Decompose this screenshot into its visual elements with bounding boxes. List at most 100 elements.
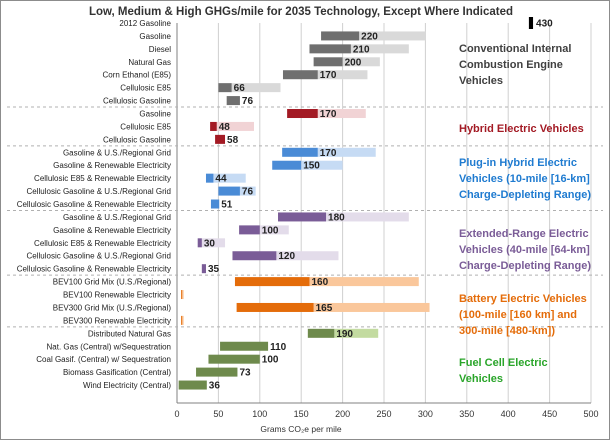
bar-high-range <box>317 147 376 157</box>
bar-single <box>528 17 534 29</box>
row-label: Gasoline & Renewable Electricity <box>53 226 171 235</box>
x-tick-label-100: 100 <box>252 409 267 419</box>
row-label: Gasoline & U.S./Regional Grid <box>63 213 171 222</box>
value-label: 36 <box>209 381 221 392</box>
bar-low-range <box>196 367 238 377</box>
value-label: 170 <box>320 109 337 120</box>
row-label: Gasoline <box>139 110 171 119</box>
bar-high-range <box>317 109 366 119</box>
row-label: Distributed Natural Gas <box>88 329 171 338</box>
bar-high-range <box>359 31 426 41</box>
value-label: 73 <box>239 368 251 379</box>
value-label: 44 <box>215 174 227 185</box>
bar-low-range <box>220 341 269 351</box>
value-label: 170 <box>320 70 337 81</box>
row-labels: 2012 Gasoline Gasoline Diesel Natural Gas Co… <box>17 19 172 390</box>
annotation-fcev: Vehicles <box>459 373 503 385</box>
row-label: BEV300 Grid Mix (U.S./Regional) <box>53 303 172 312</box>
bar-high-range <box>334 328 379 338</box>
bar-high-range <box>201 238 226 248</box>
row-label: Gasoline & Renewable Electricity <box>53 161 171 170</box>
row-label: Cellulosic E85 & Renewable Electricity <box>34 239 171 248</box>
row-label: Cellulosic Gasoline & Renewable Electric… <box>17 200 171 209</box>
value-label: 76 <box>242 96 254 107</box>
group-annotations: Conventional Internal Combustion Engine Ve… <box>459 43 591 385</box>
bar-low-range <box>178 380 207 390</box>
value-label: 200 <box>345 57 362 68</box>
bar-high-range <box>231 83 281 93</box>
value-label: 30 <box>204 238 216 249</box>
bar-low-range <box>201 264 206 274</box>
row-label: 2012 Gasoline <box>119 19 171 28</box>
value-label: 180 <box>328 212 345 223</box>
x-tick-label-400: 400 <box>501 409 516 419</box>
bar-high-range <box>326 212 409 222</box>
bar-high-range <box>301 160 343 170</box>
annotation-fcev: Fuel Cell Electric <box>459 357 548 369</box>
row-label: BEV100 Renewable Electricity <box>63 291 171 300</box>
bar-low-range <box>313 57 343 67</box>
bar-high-range <box>350 44 409 54</box>
annotation-erev: Extended-Range Electric <box>459 228 589 240</box>
bar-high-range <box>181 315 184 325</box>
value-label: 190 <box>336 329 353 340</box>
value-label: 110 <box>270 342 287 353</box>
bar-low-range <box>234 277 310 287</box>
bar-low-range <box>218 186 240 196</box>
annotation-phev: Charge-Depleting Range) <box>459 189 591 201</box>
bar-low-range <box>287 109 318 119</box>
bar-low-range <box>282 147 318 157</box>
x-tick-label-300: 300 <box>418 409 433 419</box>
x-axis-label: Grams CO₂e per mile <box>260 424 342 434</box>
bar-low-range <box>226 96 240 106</box>
x-axis: 0 50 100 150 200 250 300 350 400 450 500 <box>174 402 599 419</box>
value-label: 100 <box>262 355 279 366</box>
bar-low-range <box>197 238 202 248</box>
row-label: Coal Gasif. (Central) w/ Sequestration <box>36 355 171 364</box>
bar-low-range <box>321 31 360 41</box>
row-label: Cellulosic Gasoline & Renewable Electric… <box>17 265 171 274</box>
bar-high-range <box>313 302 430 312</box>
bar-low-range <box>309 44 351 54</box>
value-label: 35 <box>208 264 220 275</box>
bar-high-range <box>216 121 255 131</box>
bar-low-range <box>307 328 335 338</box>
bar-low-range <box>282 70 318 80</box>
x-tick-label-450: 450 <box>542 409 557 419</box>
bar-low-range <box>218 83 232 93</box>
row-label: BEV300 Renewable Electricity <box>63 316 171 325</box>
row-label: Cellulosic E85 <box>120 122 171 131</box>
row-label: Cellulosic E85 <box>120 84 171 93</box>
annotation-phev: Vehicles (10-mile [16-km] <box>459 173 590 185</box>
bars <box>178 17 534 390</box>
bar-high-range <box>213 173 246 183</box>
x-tick-label-0: 0 <box>174 409 179 419</box>
value-label: 160 <box>311 277 328 288</box>
bar-high-range <box>259 225 289 235</box>
bar-low-range <box>236 302 314 312</box>
bar-low-range <box>272 160 302 170</box>
bar-high-range <box>181 290 184 300</box>
bar-high-range <box>317 70 368 80</box>
value-label: 76 <box>242 187 254 198</box>
value-label: 48 <box>219 122 231 133</box>
bar-low-range <box>239 225 260 235</box>
row-label: Gasoline <box>139 32 171 41</box>
value-label: 170 <box>320 148 337 159</box>
row-label: Cellulosic Gasoline & U.S./Regional Grid <box>26 252 171 261</box>
row-label: Wind Electricity (Central) <box>83 381 171 390</box>
row-label: Corn Ethanol (E85) <box>103 71 172 80</box>
x-tick-label-200: 200 <box>335 409 350 419</box>
row-label: BEV100 Grid Mix (U.S./Regional) <box>53 278 172 287</box>
bar-low-range <box>215 134 226 144</box>
bar-low-range <box>210 199 220 209</box>
bar-low-range <box>205 173 214 183</box>
x-tick-label-150: 150 <box>294 409 309 419</box>
x-tick-label-50: 50 <box>213 409 223 419</box>
row-label: Cellulosic E85 & Renewable Electricity <box>34 174 171 183</box>
x-tick-label-500: 500 <box>583 409 598 419</box>
value-label: 220 <box>361 31 378 42</box>
row-label: Biomass Gasification (Central) <box>63 368 171 377</box>
